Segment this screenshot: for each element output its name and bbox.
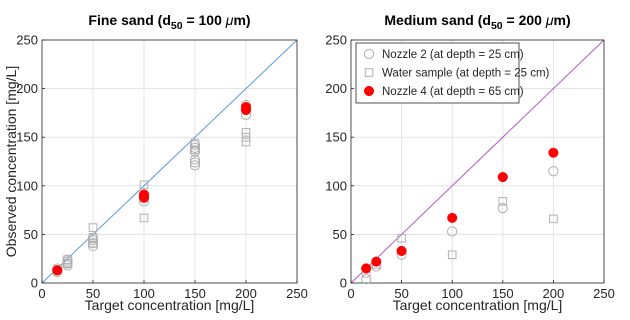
series-1	[53, 128, 251, 274]
data-point	[497, 172, 508, 183]
data-point	[189, 139, 201, 151]
title-rest: = 200	[503, 12, 546, 28]
series-2	[361, 147, 559, 274]
data-point	[189, 157, 201, 168]
fine-sand-panel: 0 50 100 150 200 250 0 50 100 150 200 250 Target con…	[3, 12, 308, 313]
one-to-one-line	[41, 39, 298, 284]
chart-title: Medium sand (d50 = 200 μm)	[384, 12, 570, 32]
title-main: Fine sand (d	[88, 12, 170, 28]
data-point	[498, 197, 508, 206]
data-point	[63, 255, 72, 264]
x-tick-label: 200	[543, 286, 565, 301]
x-tick-label: 250	[593, 286, 615, 301]
axes-box	[41, 39, 298, 284]
legend-entry: Water sample (at depth = 25 cm)	[382, 68, 550, 80]
y-tick-label: 0	[340, 276, 347, 291]
data-point	[139, 213, 149, 223]
x-tick-label: 100	[133, 286, 155, 301]
x-tick-label: 50	[394, 286, 408, 301]
data-point	[88, 238, 98, 248]
y-tick-label: 250	[16, 33, 38, 48]
data-point	[241, 128, 251, 137]
title-subscript: 50	[171, 20, 183, 32]
data-point	[397, 233, 406, 243]
data-point	[190, 145, 200, 155]
data-point	[52, 265, 63, 276]
y-tick-label: 250	[325, 33, 347, 48]
title-mu: μ	[545, 12, 554, 28]
legend-entry: Nozzle 4 (at depth = 65 cm)	[382, 86, 524, 98]
y-tick-label: 150	[16, 130, 38, 145]
legend-marker	[364, 68, 374, 77]
data-point	[88, 223, 98, 232]
y-tick-label: 150	[325, 130, 347, 145]
data-point	[87, 238, 99, 249]
data-point	[241, 137, 251, 147]
data-point	[447, 226, 458, 237]
data-point	[139, 180, 149, 190]
axes-box	[350, 39, 605, 284]
y-tick-label: 200	[325, 81, 347, 96]
title-mu: μ	[225, 12, 234, 28]
data-point	[497, 203, 508, 214]
series-2	[52, 102, 252, 276]
one-to-one-line	[350, 39, 605, 284]
data-point	[361, 274, 372, 285]
x-tick-label: 200	[235, 286, 257, 301]
data-point	[371, 256, 382, 267]
title-end: m)	[554, 12, 571, 28]
data-point	[447, 212, 458, 223]
chart-title: Fine sand (d50 = 100 μm)	[88, 12, 250, 32]
y-axis-label: Observed concentration [mg/L]	[3, 66, 19, 257]
x-axis-label: Target concentration [mg/L]	[393, 297, 563, 313]
y-tick-label: 50	[333, 227, 347, 242]
x-tick-label: 100	[441, 286, 463, 301]
title-subscript: 50	[491, 20, 503, 32]
data-point	[62, 254, 73, 265]
data-point	[189, 154, 201, 165]
legend: Nozzle 2 (at depth = 25 cm) Water sample …	[355, 42, 550, 104]
data-point	[361, 263, 372, 274]
y-tick-label: 100	[325, 178, 347, 193]
data-point	[190, 138, 200, 148]
y-tick-label: 100	[16, 178, 38, 193]
data-point	[241, 132, 251, 142]
title-end: m)	[233, 12, 250, 28]
medium-sand-panel: 0 50 100 150 200 250 0 50 100 150 200 250 Target con…	[325, 12, 615, 313]
title-rest: = 100	[183, 12, 226, 28]
data-point	[548, 166, 559, 177]
x-axis-label: Target concentration [mg/L]	[85, 297, 255, 313]
x-tick-label: 0	[347, 286, 354, 301]
title-main: Medium sand (d	[384, 12, 491, 28]
legend-box	[355, 42, 520, 104]
y-tick-label: 50	[24, 227, 38, 242]
x-tick-label: 0	[38, 286, 45, 301]
data-point	[396, 245, 407, 256]
data-point	[189, 142, 201, 153]
legend-marker	[363, 48, 375, 60]
x-tick-label: 50	[86, 286, 100, 301]
data-point	[447, 250, 457, 260]
y-tick-label: 200	[16, 81, 38, 96]
legend-marker	[363, 85, 375, 97]
data-point	[88, 233, 98, 242]
data-point	[240, 102, 252, 113]
data-point	[548, 147, 559, 158]
data-point	[138, 189, 150, 200]
y-tick-label: 0	[31, 276, 38, 291]
data-point	[189, 160, 201, 171]
data-point	[549, 214, 558, 224]
x-tick-label: 150	[492, 286, 514, 301]
x-tick-label: 150	[184, 286, 206, 301]
x-tick-label: 250	[286, 286, 308, 301]
legend-entry: Nozzle 2 (at depth = 25 cm)	[382, 49, 524, 61]
